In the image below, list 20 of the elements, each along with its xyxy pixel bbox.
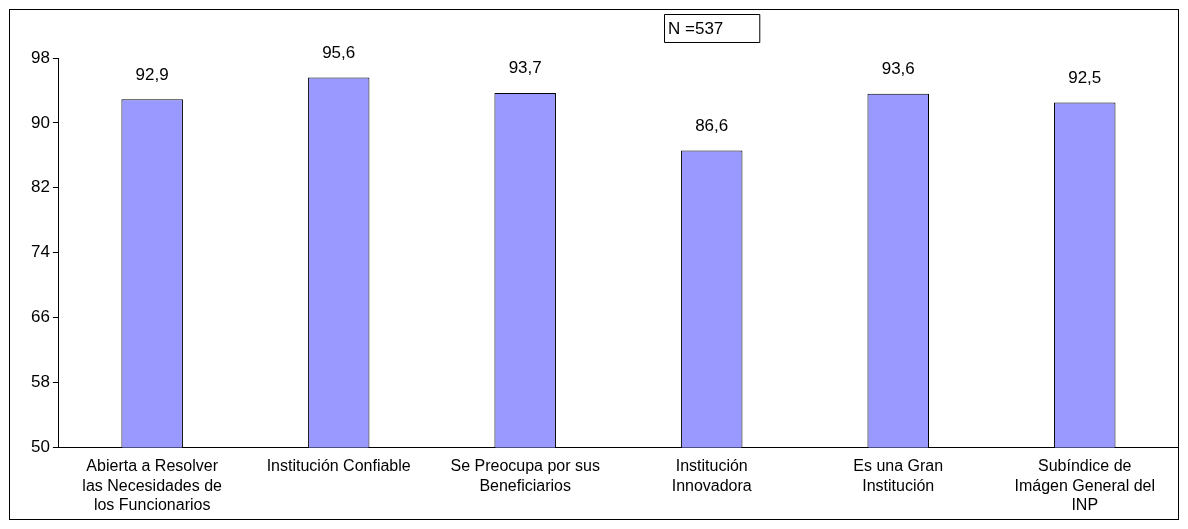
x-tick-label: Institución Confiable	[266, 457, 411, 475]
y-tick-label: 82	[30, 177, 50, 197]
data-label: 86,6	[695, 115, 729, 135]
data-label: 95,6	[322, 42, 356, 62]
y-tick-label: 98	[30, 47, 50, 67]
x-tick-label: Abierta a Resolver las Necesidades de los Funcionarios	[82, 457, 223, 513]
y-tick-label: 66	[30, 307, 50, 327]
data-label: 93,7	[508, 58, 542, 78]
y-tick-label: 58	[30, 372, 50, 392]
y-tick-label: 74	[30, 242, 50, 262]
text: N =537	[668, 18, 724, 38]
x-tick-label: Es una Gran Institución	[853, 457, 944, 494]
x-tick-label: Se Preocupa por sus Beneficiarios	[450, 457, 600, 494]
x-tick-label: Institución Innovadora	[671, 457, 752, 494]
data-label: 92,9	[135, 64, 169, 84]
y-tick-label: 90	[30, 112, 50, 132]
data-label: 93,6	[881, 58, 915, 78]
data-label: 92,5	[1068, 67, 1102, 87]
x-tick-label: Subíndice de Imágen General del INP	[1014, 457, 1156, 513]
y-tick-label: 50	[30, 437, 50, 457]
